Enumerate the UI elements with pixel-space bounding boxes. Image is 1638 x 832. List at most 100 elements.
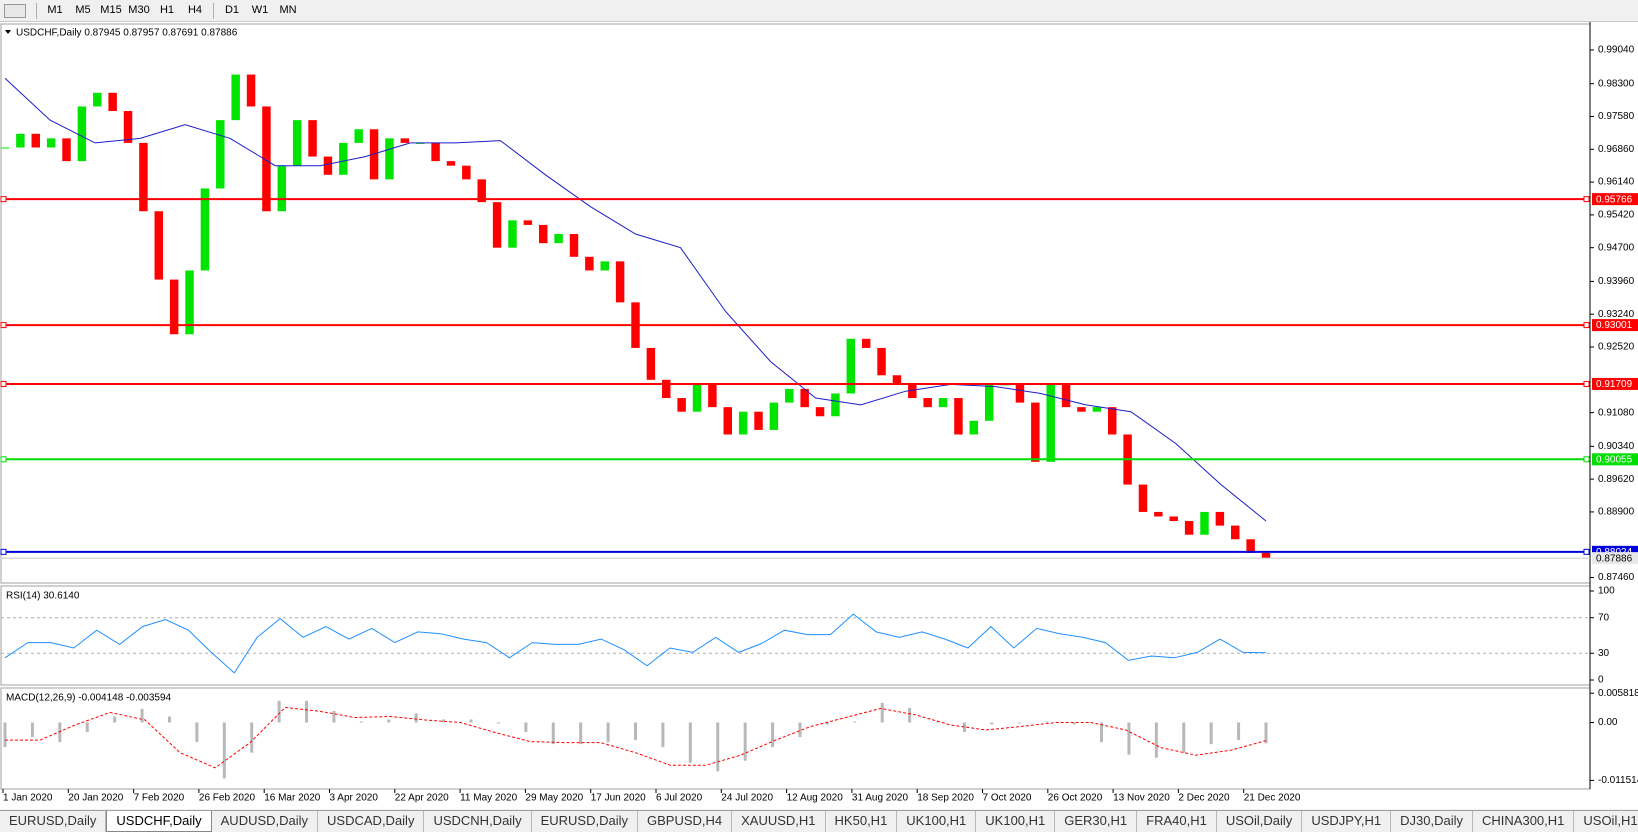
level-handle	[1583, 322, 1590, 329]
candle	[216, 120, 225, 189]
chart-tab[interactable]: USOil,H1	[1574, 811, 1638, 832]
candle	[677, 398, 686, 412]
y-tick-label: 0.92520	[1598, 342, 1635, 353]
chart-tab[interactable]: XAUUSD,H1	[732, 811, 826, 832]
macd-bar	[1017, 722, 1021, 724]
candle	[1015, 384, 1025, 403]
chart-tab[interactable]: USOil,Daily	[1217, 811, 1303, 832]
candle	[277, 165, 287, 212]
chart-tab[interactable]: USDJPY,H1	[1302, 811, 1392, 832]
macd-header: MACD(12,26,9) -0.004148 -0.003594	[6, 693, 172, 704]
candle	[1169, 516, 1178, 522]
macd-bar	[387, 719, 391, 723]
candle	[877, 347, 886, 376]
x-tick-label: 6 Jul 2020	[656, 793, 703, 804]
timeframe-button[interactable]: M1	[47, 4, 63, 16]
macd-bar	[58, 722, 62, 743]
level-handle	[0, 548, 7, 555]
timeframe-button[interactable]: MN	[279, 4, 297, 16]
macd-bar	[3, 722, 7, 748]
candle	[754, 411, 763, 430]
macd-bar	[880, 702, 884, 723]
candle	[1107, 407, 1117, 435]
candle	[769, 402, 779, 430]
timeframe-button[interactable]: H4	[187, 4, 203, 16]
chart-tab[interactable]: USDCNH,Daily	[424, 811, 532, 832]
x-tick-label: 29 May 2020	[525, 793, 583, 804]
candle	[431, 142, 440, 162]
rsi-line	[4, 613, 1267, 674]
level-label-box	[1592, 319, 1638, 332]
candle	[708, 384, 717, 408]
x-tick-label: 7 Oct 2020	[983, 793, 1032, 804]
chart-tab[interactable]: USDCAD,Daily	[318, 811, 425, 832]
candle	[1261, 552, 1271, 559]
y-tick-label: 0.99040	[1598, 45, 1635, 56]
timeframe-button[interactable]: H1	[159, 4, 175, 16]
level-handle	[1583, 548, 1590, 555]
candle	[354, 129, 363, 143]
candle	[1200, 511, 1209, 535]
macd-bar	[414, 713, 418, 723]
level-label: 0.91709	[1596, 379, 1633, 390]
chart-tab[interactable]: FRA40,H1	[1137, 811, 1217, 832]
chart-tab[interactable]: EURUSD,Daily	[532, 811, 638, 832]
candle	[323, 156, 333, 175]
chart-tab[interactable]: DJ30,Daily	[1391, 811, 1474, 832]
candle	[523, 220, 533, 225]
macd-bar	[771, 722, 775, 748]
macd-bar	[85, 722, 89, 733]
macd-bar	[853, 721, 857, 723]
candle	[1184, 521, 1194, 535]
candle	[185, 270, 194, 335]
candle	[984, 384, 994, 421]
candle	[1231, 525, 1240, 540]
y-tick-label: 0.89620	[1598, 474, 1635, 485]
macd-bar	[524, 722, 528, 733]
chart-tab[interactable]: GER30,H1	[1055, 811, 1138, 832]
timeframe-button[interactable]: M5	[75, 4, 91, 16]
y-tick-label: 0.005818	[1598, 688, 1638, 699]
candle	[77, 106, 87, 162]
candle	[169, 279, 179, 335]
last-price-label: 0.87886	[1596, 553, 1633, 564]
candle	[415, 142, 425, 144]
candle	[139, 142, 148, 212]
moving-average	[4, 77, 1267, 522]
timeframe-button[interactable]: M30	[128, 4, 150, 16]
chart-tab[interactable]: AUDUSD,Daily	[212, 811, 319, 832]
candle	[200, 188, 210, 271]
level-handle	[0, 322, 7, 329]
candle	[692, 384, 702, 412]
timeframe-button[interactable]: D1	[224, 4, 240, 16]
toolbar: M1 M5 M15 M30 H1 H4 D1 W1 MN	[0, 0, 1638, 22]
toolbar-icon[interactable]	[4, 3, 26, 18]
chart-tab[interactable]: UK100,H1	[897, 811, 977, 832]
chart-tabs: EURUSD,Daily USDCHF,Daily AUDUSD,Daily USDC…	[0, 810, 1638, 832]
chart-tab[interactable]: UK100,H1	[976, 811, 1056, 832]
macd-bar	[277, 700, 281, 723]
macd-bar	[634, 722, 637, 741]
macd-bar	[30, 722, 34, 738]
macd-bar	[250, 722, 254, 753]
y-tick-label: 30	[1598, 648, 1610, 659]
chart-tab[interactable]: CHINA300,H1	[1473, 811, 1575, 832]
x-tick-label: 7 Feb 2020	[134, 793, 185, 804]
chart-tab[interactable]: EURUSD,Daily	[0, 811, 107, 832]
candle	[569, 234, 579, 257]
macd-bar	[743, 722, 747, 761]
x-tick-label: 26 Feb 2020	[199, 793, 256, 804]
chart-tab[interactable]: HK50,H1	[826, 811, 898, 832]
y-tick-label: 0.87460	[1598, 572, 1635, 583]
candle	[1031, 402, 1040, 462]
timeframe-button[interactable]: M15	[100, 4, 122, 16]
y-tick-label: 0.95420	[1598, 210, 1635, 221]
timeframe-button[interactable]: W1	[251, 4, 269, 16]
chart-tab[interactable]: USDCHF,Daily	[106, 811, 212, 832]
macd-signal	[5, 706, 1267, 769]
chart-tab[interactable]: GBPUSD,H4	[638, 811, 733, 832]
candle	[339, 142, 348, 175]
y-tick-label: 0.88900	[1598, 507, 1635, 518]
macd-bar	[1127, 722, 1131, 755]
separator	[36, 2, 37, 19]
